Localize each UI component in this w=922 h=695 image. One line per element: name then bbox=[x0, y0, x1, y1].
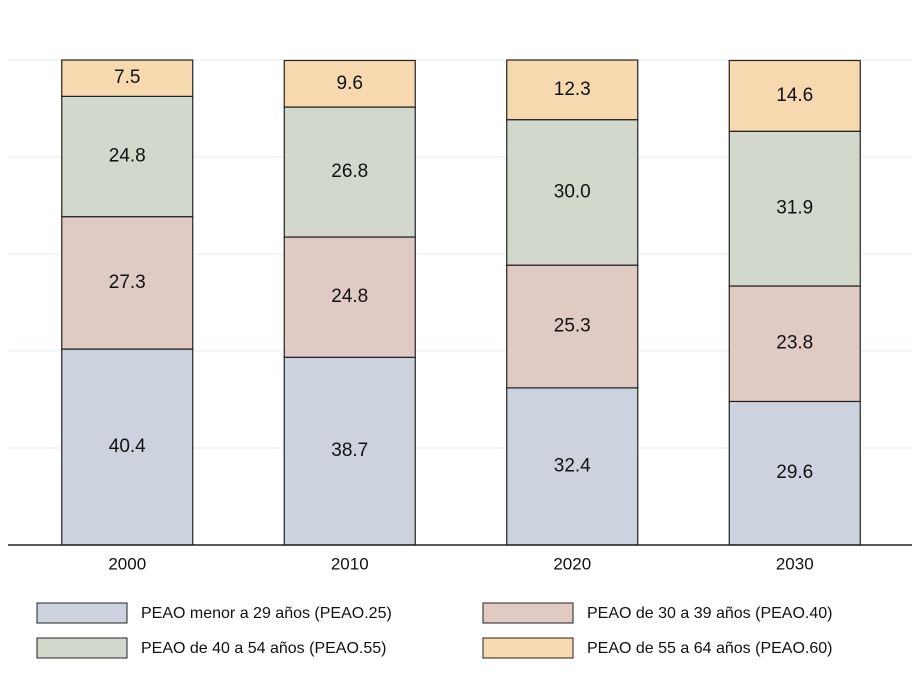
legend-swatch bbox=[482, 637, 574, 659]
bar-segment bbox=[506, 264, 639, 389]
legend-label: PEAO menor a 29 años (PEAO.25) bbox=[141, 605, 392, 622]
legend-label: PEAO de 40 a 54 años (PEAO.55) bbox=[141, 640, 386, 657]
legend-swatch bbox=[482, 602, 574, 624]
bar-segment bbox=[728, 59, 861, 132]
bar-segment bbox=[283, 356, 416, 546]
data-label: 25.3 bbox=[554, 316, 591, 337]
data-label: 40.4 bbox=[109, 436, 146, 457]
bar-segment bbox=[506, 119, 639, 266]
data-label: 24.8 bbox=[331, 286, 368, 307]
legend-swatch bbox=[36, 602, 128, 624]
x-tick-label: 2030 bbox=[776, 554, 814, 573]
legend-label: PEAO de 55 a 64 años (PEAO.60) bbox=[587, 640, 832, 657]
data-label: 31.9 bbox=[776, 198, 813, 219]
bar-segment bbox=[61, 95, 194, 218]
bar-segment bbox=[61, 59, 194, 97]
legend-swatch bbox=[36, 637, 128, 659]
bar-segment bbox=[283, 236, 416, 358]
data-label: 23.8 bbox=[776, 333, 813, 354]
data-label: 29.6 bbox=[776, 462, 813, 483]
bar-segment bbox=[283, 106, 416, 238]
bar-segment bbox=[728, 285, 861, 403]
data-label: 38.7 bbox=[331, 440, 368, 461]
data-label: 7.5 bbox=[114, 67, 140, 88]
bar-segment bbox=[61, 216, 194, 350]
data-label: 12.3 bbox=[554, 79, 591, 100]
data-label: 32.4 bbox=[554, 455, 591, 476]
x-tick-label: 2010 bbox=[331, 554, 369, 573]
data-label: 26.8 bbox=[331, 161, 368, 182]
data-label: 27.3 bbox=[109, 272, 146, 293]
data-label: 30.0 bbox=[554, 181, 591, 202]
bar-segment bbox=[283, 59, 416, 108]
bar-segment bbox=[728, 400, 861, 546]
data-label: 14.6 bbox=[776, 85, 813, 106]
bar-segment bbox=[506, 59, 639, 121]
x-tick-label: 2000 bbox=[108, 554, 146, 573]
data-label: 24.8 bbox=[109, 146, 146, 167]
legend-label: PEAO de 30 a 39 años (PEAO.40) bbox=[587, 605, 832, 622]
bar-segment bbox=[728, 130, 861, 287]
data-label: 9.6 bbox=[337, 73, 363, 94]
x-tick-label: 2020 bbox=[553, 554, 591, 573]
